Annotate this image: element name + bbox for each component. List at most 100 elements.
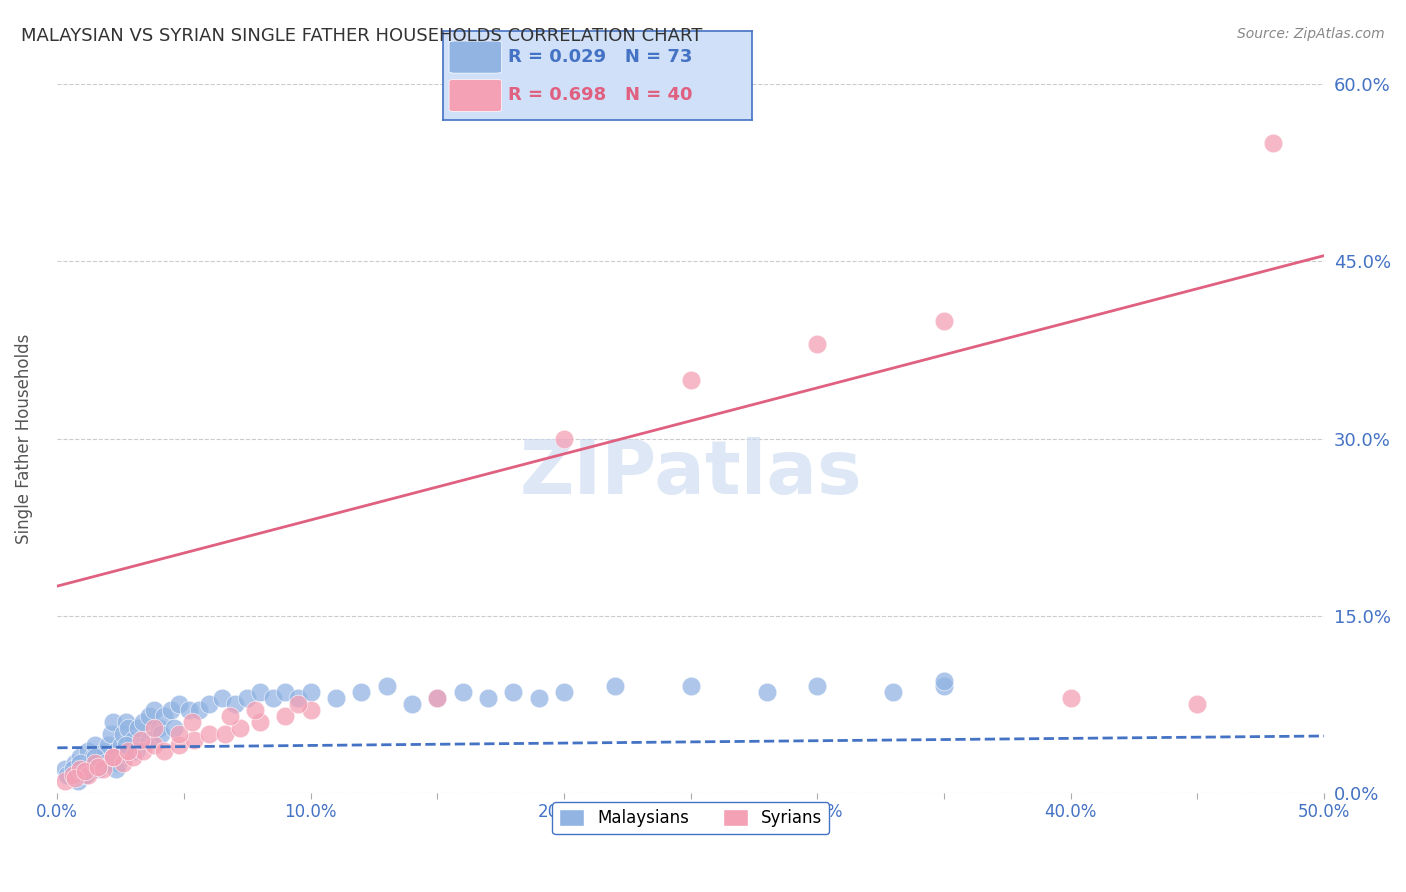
Point: [249, 685, 271, 699]
Point: [94, 744, 117, 758]
Point: [112, 726, 135, 740]
Y-axis label: Single Father Households: Single Father Households: [15, 334, 32, 544]
Point: [114, 714, 136, 729]
Point: [84, 739, 107, 753]
Point: [84, 750, 107, 764]
Point: [117, 744, 139, 758]
Point: [932, 680, 955, 694]
Point: [527, 691, 550, 706]
Point: [122, 750, 145, 764]
Point: [299, 685, 322, 699]
Point: [152, 744, 174, 758]
Point: [62, 762, 84, 776]
Point: [69, 756, 91, 771]
Point: [183, 732, 205, 747]
Point: [91, 762, 114, 776]
Point: [129, 732, 152, 747]
Point: [97, 739, 120, 753]
Point: [138, 709, 160, 723]
Legend: Malaysians, Syrians: Malaysians, Syrians: [553, 803, 830, 834]
Point: [110, 739, 132, 753]
FancyBboxPatch shape: [449, 41, 502, 73]
Point: [236, 691, 259, 706]
Point: [87, 762, 110, 776]
Text: Source: ZipAtlas.com: Source: ZipAtlas.com: [1237, 27, 1385, 41]
Point: [477, 691, 499, 706]
Point: [75, 768, 97, 782]
Point: [76, 744, 98, 758]
Point: [932, 313, 955, 327]
Point: [122, 732, 145, 747]
Point: [325, 691, 347, 706]
Point: [167, 739, 190, 753]
Point: [679, 680, 702, 694]
Point: [167, 726, 190, 740]
Point: [142, 703, 165, 717]
Point: [243, 703, 266, 717]
Point: [84, 756, 107, 771]
Point: [882, 685, 904, 699]
Point: [53, 762, 76, 776]
Point: [806, 680, 828, 694]
Point: [104, 744, 127, 758]
Point: [148, 721, 170, 735]
Point: [132, 744, 155, 758]
Point: [287, 691, 309, 706]
Text: MALAYSIAN VS SYRIAN SINGLE FATHER HOUSEHOLDS CORRELATION CHART: MALAYSIAN VS SYRIAN SINGLE FATHER HOUSEH…: [21, 27, 703, 45]
Point: [375, 680, 398, 694]
Point: [214, 726, 236, 740]
Point: [218, 709, 240, 723]
Point: [76, 768, 98, 782]
Point: [502, 685, 524, 699]
Point: [177, 703, 200, 717]
Point: [138, 732, 160, 747]
Point: [287, 697, 309, 711]
Point: [53, 773, 76, 788]
Point: [150, 726, 173, 740]
Point: [553, 685, 575, 699]
Point: [679, 372, 702, 386]
Point: [62, 768, 84, 782]
Point: [224, 697, 246, 711]
Point: [117, 721, 139, 735]
Point: [350, 685, 373, 699]
Point: [89, 750, 111, 764]
Point: [59, 768, 82, 782]
Point: [1187, 697, 1209, 711]
Point: [160, 703, 183, 717]
Point: [101, 714, 124, 729]
Point: [72, 762, 94, 776]
Point: [152, 709, 174, 723]
Point: [451, 685, 474, 699]
Point: [229, 721, 252, 735]
Point: [299, 703, 322, 717]
Text: R = 0.698   N = 40: R = 0.698 N = 40: [508, 87, 692, 104]
Point: [75, 768, 97, 782]
Point: [142, 739, 165, 753]
Point: [125, 744, 148, 758]
Point: [132, 714, 155, 729]
Point: [1060, 691, 1083, 706]
Point: [63, 756, 86, 771]
Text: ZIPatlas: ZIPatlas: [519, 437, 862, 510]
FancyBboxPatch shape: [449, 79, 502, 112]
Point: [274, 685, 297, 699]
Point: [401, 697, 423, 711]
Point: [806, 337, 828, 351]
Point: [56, 768, 79, 782]
Point: [553, 432, 575, 446]
Point: [198, 697, 221, 711]
Point: [69, 750, 91, 764]
Point: [91, 756, 114, 771]
Point: [142, 721, 165, 735]
Point: [104, 762, 127, 776]
Point: [112, 756, 135, 771]
Point: [87, 760, 110, 774]
Point: [426, 691, 449, 706]
Point: [101, 750, 124, 764]
Point: [107, 756, 129, 771]
Point: [167, 697, 190, 711]
Point: [249, 714, 271, 729]
Point: [100, 726, 122, 740]
Point: [69, 762, 91, 776]
